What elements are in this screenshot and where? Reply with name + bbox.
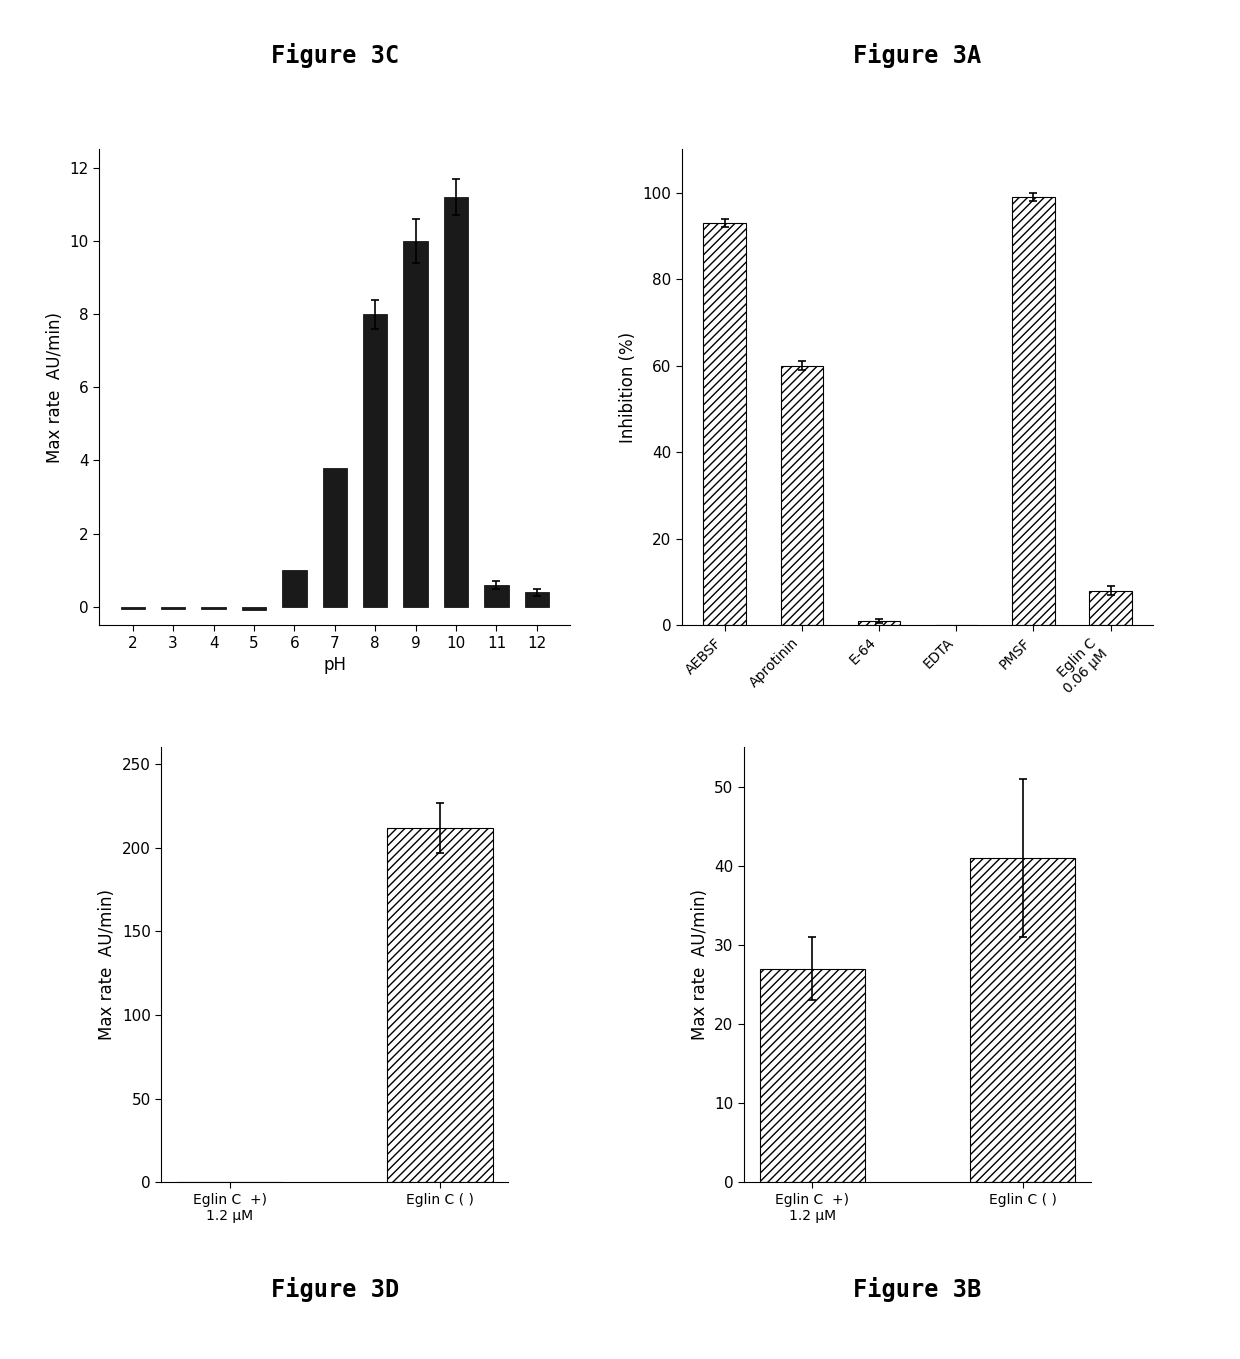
Bar bbox=[283, 571, 306, 607]
Y-axis label: Max rate  AU/min): Max rate AU/min) bbox=[98, 889, 117, 1041]
Bar bbox=[970, 858, 1075, 1182]
Bar bbox=[120, 607, 145, 609]
Bar bbox=[201, 607, 226, 609]
Bar bbox=[322, 467, 347, 607]
Y-axis label: Max rate  AU/min): Max rate AU/min) bbox=[46, 311, 64, 463]
Bar bbox=[858, 621, 900, 625]
Text: Figure 3B: Figure 3B bbox=[853, 1277, 982, 1302]
Y-axis label: Max rate  AU/min): Max rate AU/min) bbox=[691, 889, 708, 1041]
Bar bbox=[781, 366, 823, 625]
X-axis label: pH: pH bbox=[324, 656, 346, 674]
Bar bbox=[703, 223, 746, 625]
Bar bbox=[242, 607, 267, 610]
Text: Figure 3D: Figure 3D bbox=[270, 1277, 399, 1302]
Bar bbox=[444, 197, 469, 607]
Y-axis label: Inhibition (%): Inhibition (%) bbox=[619, 332, 637, 443]
Bar bbox=[1089, 591, 1132, 625]
Bar bbox=[161, 607, 185, 609]
Text: Figure 3C: Figure 3C bbox=[270, 43, 399, 68]
Text: Figure 3A: Figure 3A bbox=[853, 43, 982, 68]
Bar bbox=[760, 969, 866, 1182]
Bar bbox=[485, 584, 508, 607]
Bar bbox=[1012, 197, 1054, 625]
Bar bbox=[525, 593, 549, 607]
Bar bbox=[403, 241, 428, 607]
Bar bbox=[363, 314, 387, 607]
Bar bbox=[387, 828, 492, 1182]
